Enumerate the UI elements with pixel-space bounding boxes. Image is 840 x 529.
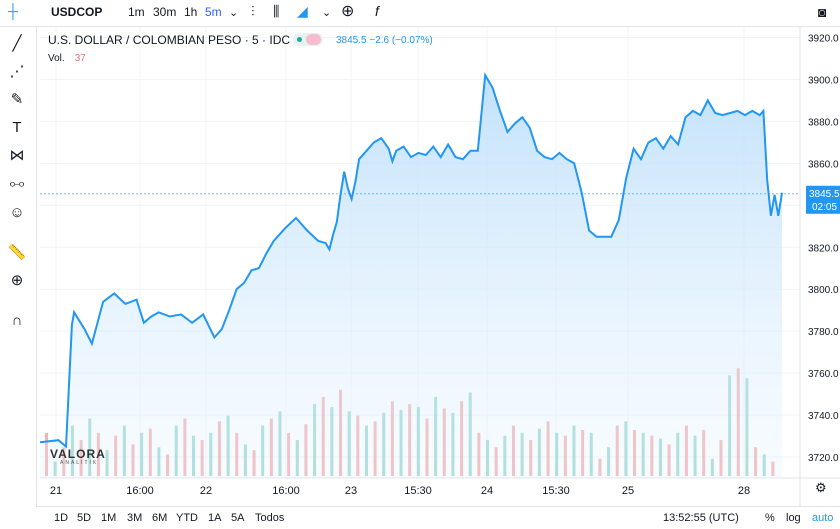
- camera-icon[interactable]: ◙: [818, 4, 827, 20]
- y-tick-label: 3860.0: [808, 159, 839, 170]
- ruler-icon[interactable]: 📏: [7, 244, 27, 261]
- log-toggle[interactable]: log: [786, 512, 801, 524]
- top-toolbar: ┼ USDCOP 1m 30m 1h 5m ⌄ ⫶ ⫼ ◢ ⌄ ⊕ f ◙: [0, 0, 840, 27]
- y-tick-label: 3900.0: [808, 75, 839, 86]
- y-tick-label: 3780.0: [808, 327, 839, 338]
- chevron-down-icon[interactable]: ⌄: [229, 7, 239, 19]
- y-axis: 3920.03900.03880.03860.03840.03820.03800…: [799, 27, 839, 506]
- drawing-toolbar: ╱ ⋰ ✎ T ⋈ ⧟ ☺ 📏 ⊕ ∩: [0, 27, 37, 528]
- function-icon[interactable]: f: [375, 3, 379, 19]
- y-tick-label: 3760.0: [808, 369, 839, 380]
- bottom-bar: 1D 5D 1M 3M 6M YTD 1A 5A Todos 13:52:55 …: [36, 506, 840, 529]
- auto-toggle[interactable]: auto: [812, 512, 834, 524]
- timeframe-1h[interactable]: 1h: [184, 5, 198, 19]
- trendline-icon[interactable]: ╱: [12, 35, 22, 52]
- volume-legend: Vol. 37: [48, 53, 86, 64]
- x-tick-label: 21: [50, 485, 62, 497]
- x-axis: 21 16:00 22 16:00 23 15:30 24 15:30 25 28: [40, 477, 840, 497]
- x-tick-label: 16:00: [126, 485, 154, 497]
- bar-style-icon[interactable]: ⫶: [251, 3, 255, 19]
- price-line: [39, 72, 783, 449]
- magnet-icon[interactable]: ∩: [11, 312, 23, 329]
- brush-icon[interactable]: ✎: [10, 91, 24, 108]
- range-5a[interactable]: 5A: [231, 512, 245, 524]
- timeframe-30m[interactable]: 30m: [153, 5, 177, 19]
- range-1m[interactable]: 1M: [101, 512, 117, 524]
- x-tick-label: 24: [481, 485, 493, 497]
- legend-title: U.S. DOLLAR / COLOMBIAN PESO · 5 · IDC: [48, 33, 291, 47]
- y-tick-label: 3820.0: [808, 243, 839, 254]
- y-tick-label: 3880.0: [808, 117, 839, 128]
- x-tick-label: 28: [738, 485, 750, 497]
- percent-toggle[interactable]: %: [765, 512, 775, 524]
- status-dot: [297, 37, 302, 42]
- price-tag-value: 3845.5: [809, 189, 840, 200]
- emoji-icon[interactable]: ☺: [9, 204, 25, 221]
- price-area: [40, 75, 782, 478]
- market-status-pill: [293, 33, 323, 46]
- range-1d[interactable]: 1D: [54, 512, 69, 524]
- range-3m[interactable]: 3M: [127, 512, 143, 524]
- range-5d[interactable]: 5D: [77, 512, 92, 524]
- area-style-icon[interactable]: ◢: [297, 3, 308, 19]
- y-tick-label: 3800.0: [808, 285, 839, 296]
- text-icon[interactable]: T: [12, 119, 22, 136]
- x-tick-label: 15:30: [404, 485, 432, 497]
- logo-sub: ANALITIK: [60, 460, 99, 466]
- range-todos[interactable]: Todos: [255, 512, 285, 524]
- y-tick-label: 3720.0: [808, 453, 839, 464]
- utc-clock[interactable]: 13:52:55 (UTC): [663, 512, 739, 524]
- range-6m[interactable]: 6M: [152, 512, 168, 524]
- candle-style-icon[interactable]: ⫼: [273, 3, 280, 19]
- timeframe-5m[interactable]: 5m: [205, 5, 222, 19]
- x-tick-label: 25: [622, 485, 634, 497]
- logo-name: VALORA: [50, 447, 106, 461]
- range-ytd[interactable]: YTD: [176, 512, 198, 524]
- price-tag: 3845.5 02:05: [806, 185, 840, 214]
- chevron-down-icon[interactable]: ⌄: [322, 7, 332, 19]
- timeframe-1m[interactable]: 1m: [128, 5, 145, 19]
- range-1a[interactable]: 1A: [208, 512, 222, 524]
- status-badge: [306, 34, 321, 45]
- y-tick-label: 3920.0: [808, 33, 839, 44]
- price-tag-countdown: 02:05: [812, 202, 837, 213]
- fib-icon[interactable]: ⋰: [9, 63, 25, 80]
- legend-price: 3845.5 −2.6 (−0.07%): [336, 35, 433, 46]
- x-tick-label: 16:00: [272, 485, 300, 497]
- symbol-label[interactable]: USDCOP: [51, 5, 103, 19]
- x-tick-label: 23: [345, 485, 357, 497]
- y-tick-label: 3740.0: [808, 411, 839, 422]
- volume-value: 37: [74, 53, 86, 64]
- volume-label: Vol.: [48, 53, 65, 64]
- add-indicator-icon[interactable]: ⊕: [341, 3, 355, 20]
- pattern-icon[interactable]: ⋈: [9, 147, 25, 164]
- x-tick-label: 15:30: [542, 485, 570, 497]
- measure-icon[interactable]: ⧟: [9, 175, 25, 192]
- x-tick-label: 22: [200, 485, 212, 497]
- zoom-icon[interactable]: ⊕: [10, 272, 24, 289]
- crosshair-icon[interactable]: ┼: [8, 3, 18, 19]
- settings-gear-icon[interactable]: ⚙: [815, 480, 827, 495]
